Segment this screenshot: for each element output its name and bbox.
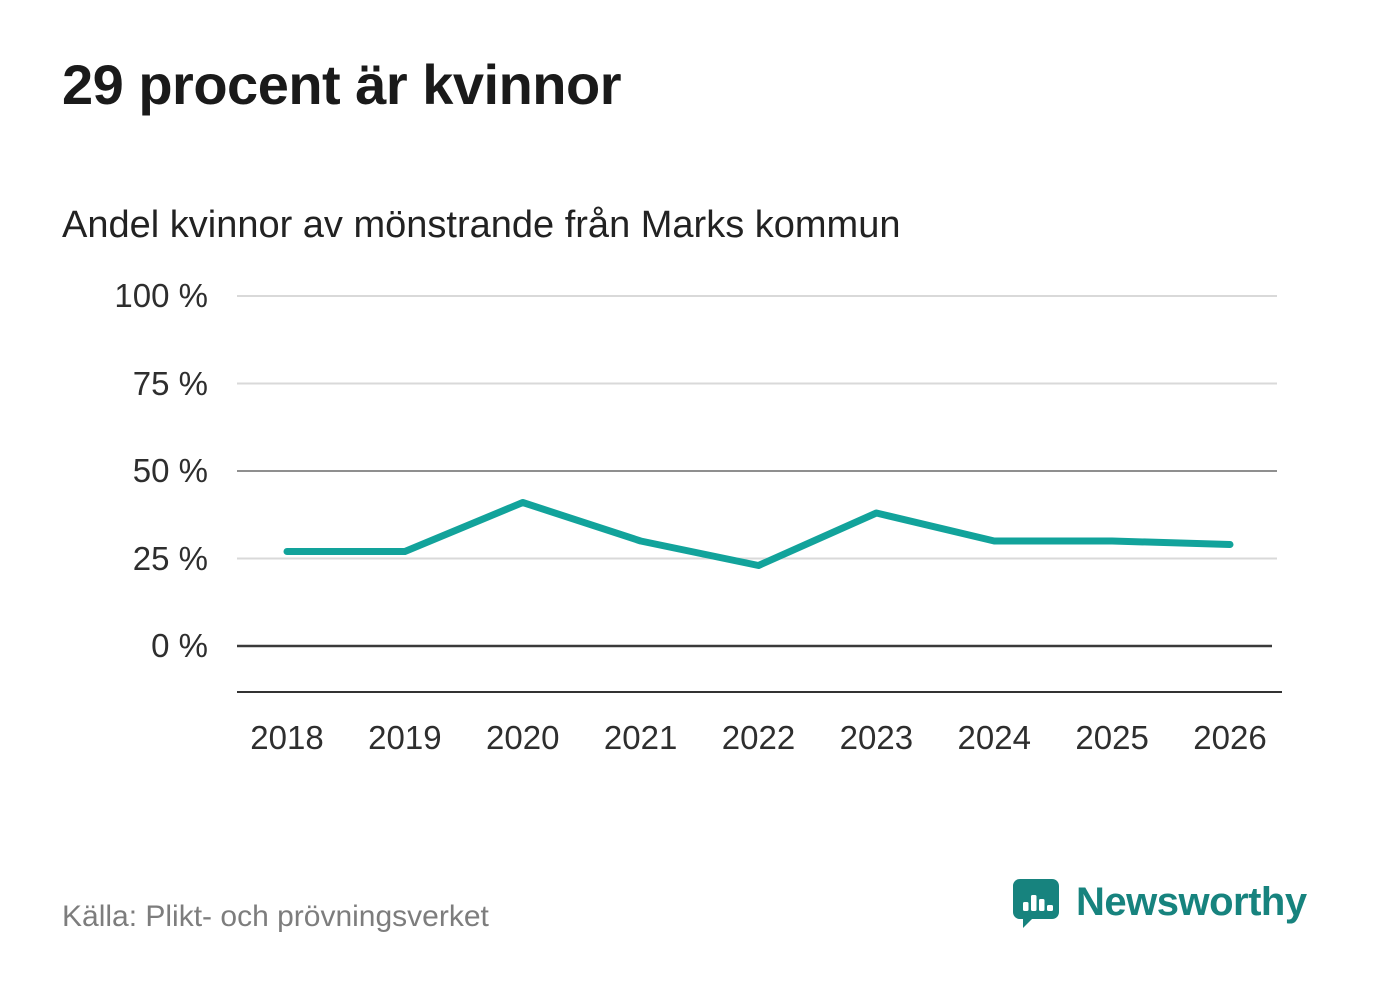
chart-subtitle: Andel kvinnor av mönstrande från Marks k…	[62, 204, 901, 246]
newsworthy-icon	[1013, 879, 1059, 928]
brand-name: Newsworthy	[1076, 879, 1307, 924]
x-tick-label: 2023	[839, 719, 914, 756]
y-tick-label: 0 %	[151, 627, 208, 664]
x-tick-label: 2021	[603, 719, 678, 756]
x-tick-label: 2025	[1075, 719, 1149, 756]
y-tick-label: 50 %	[132, 452, 208, 489]
y-tick-label: 75 %	[132, 364, 208, 402]
x-tick-label: 2024	[957, 719, 1031, 756]
x-tick-label: 2022	[721, 719, 796, 756]
brand-logo: Newsworthy	[1010, 876, 1307, 928]
x-tick-label: 2018	[250, 719, 324, 756]
source-note: Källa: Plikt- och prövningsverket	[62, 900, 489, 933]
x-tick-label: 2026	[1193, 719, 1267, 756]
x-tick-label: 2020	[486, 719, 560, 756]
plot-svg	[237, 295, 1282, 693]
x-tick-label: 2019	[368, 719, 442, 756]
chart-title: 29 procent är kvinnor	[62, 53, 622, 116]
y-tick-label: 25 %	[132, 539, 208, 577]
y-tick-label: 100 %	[114, 277, 208, 314]
